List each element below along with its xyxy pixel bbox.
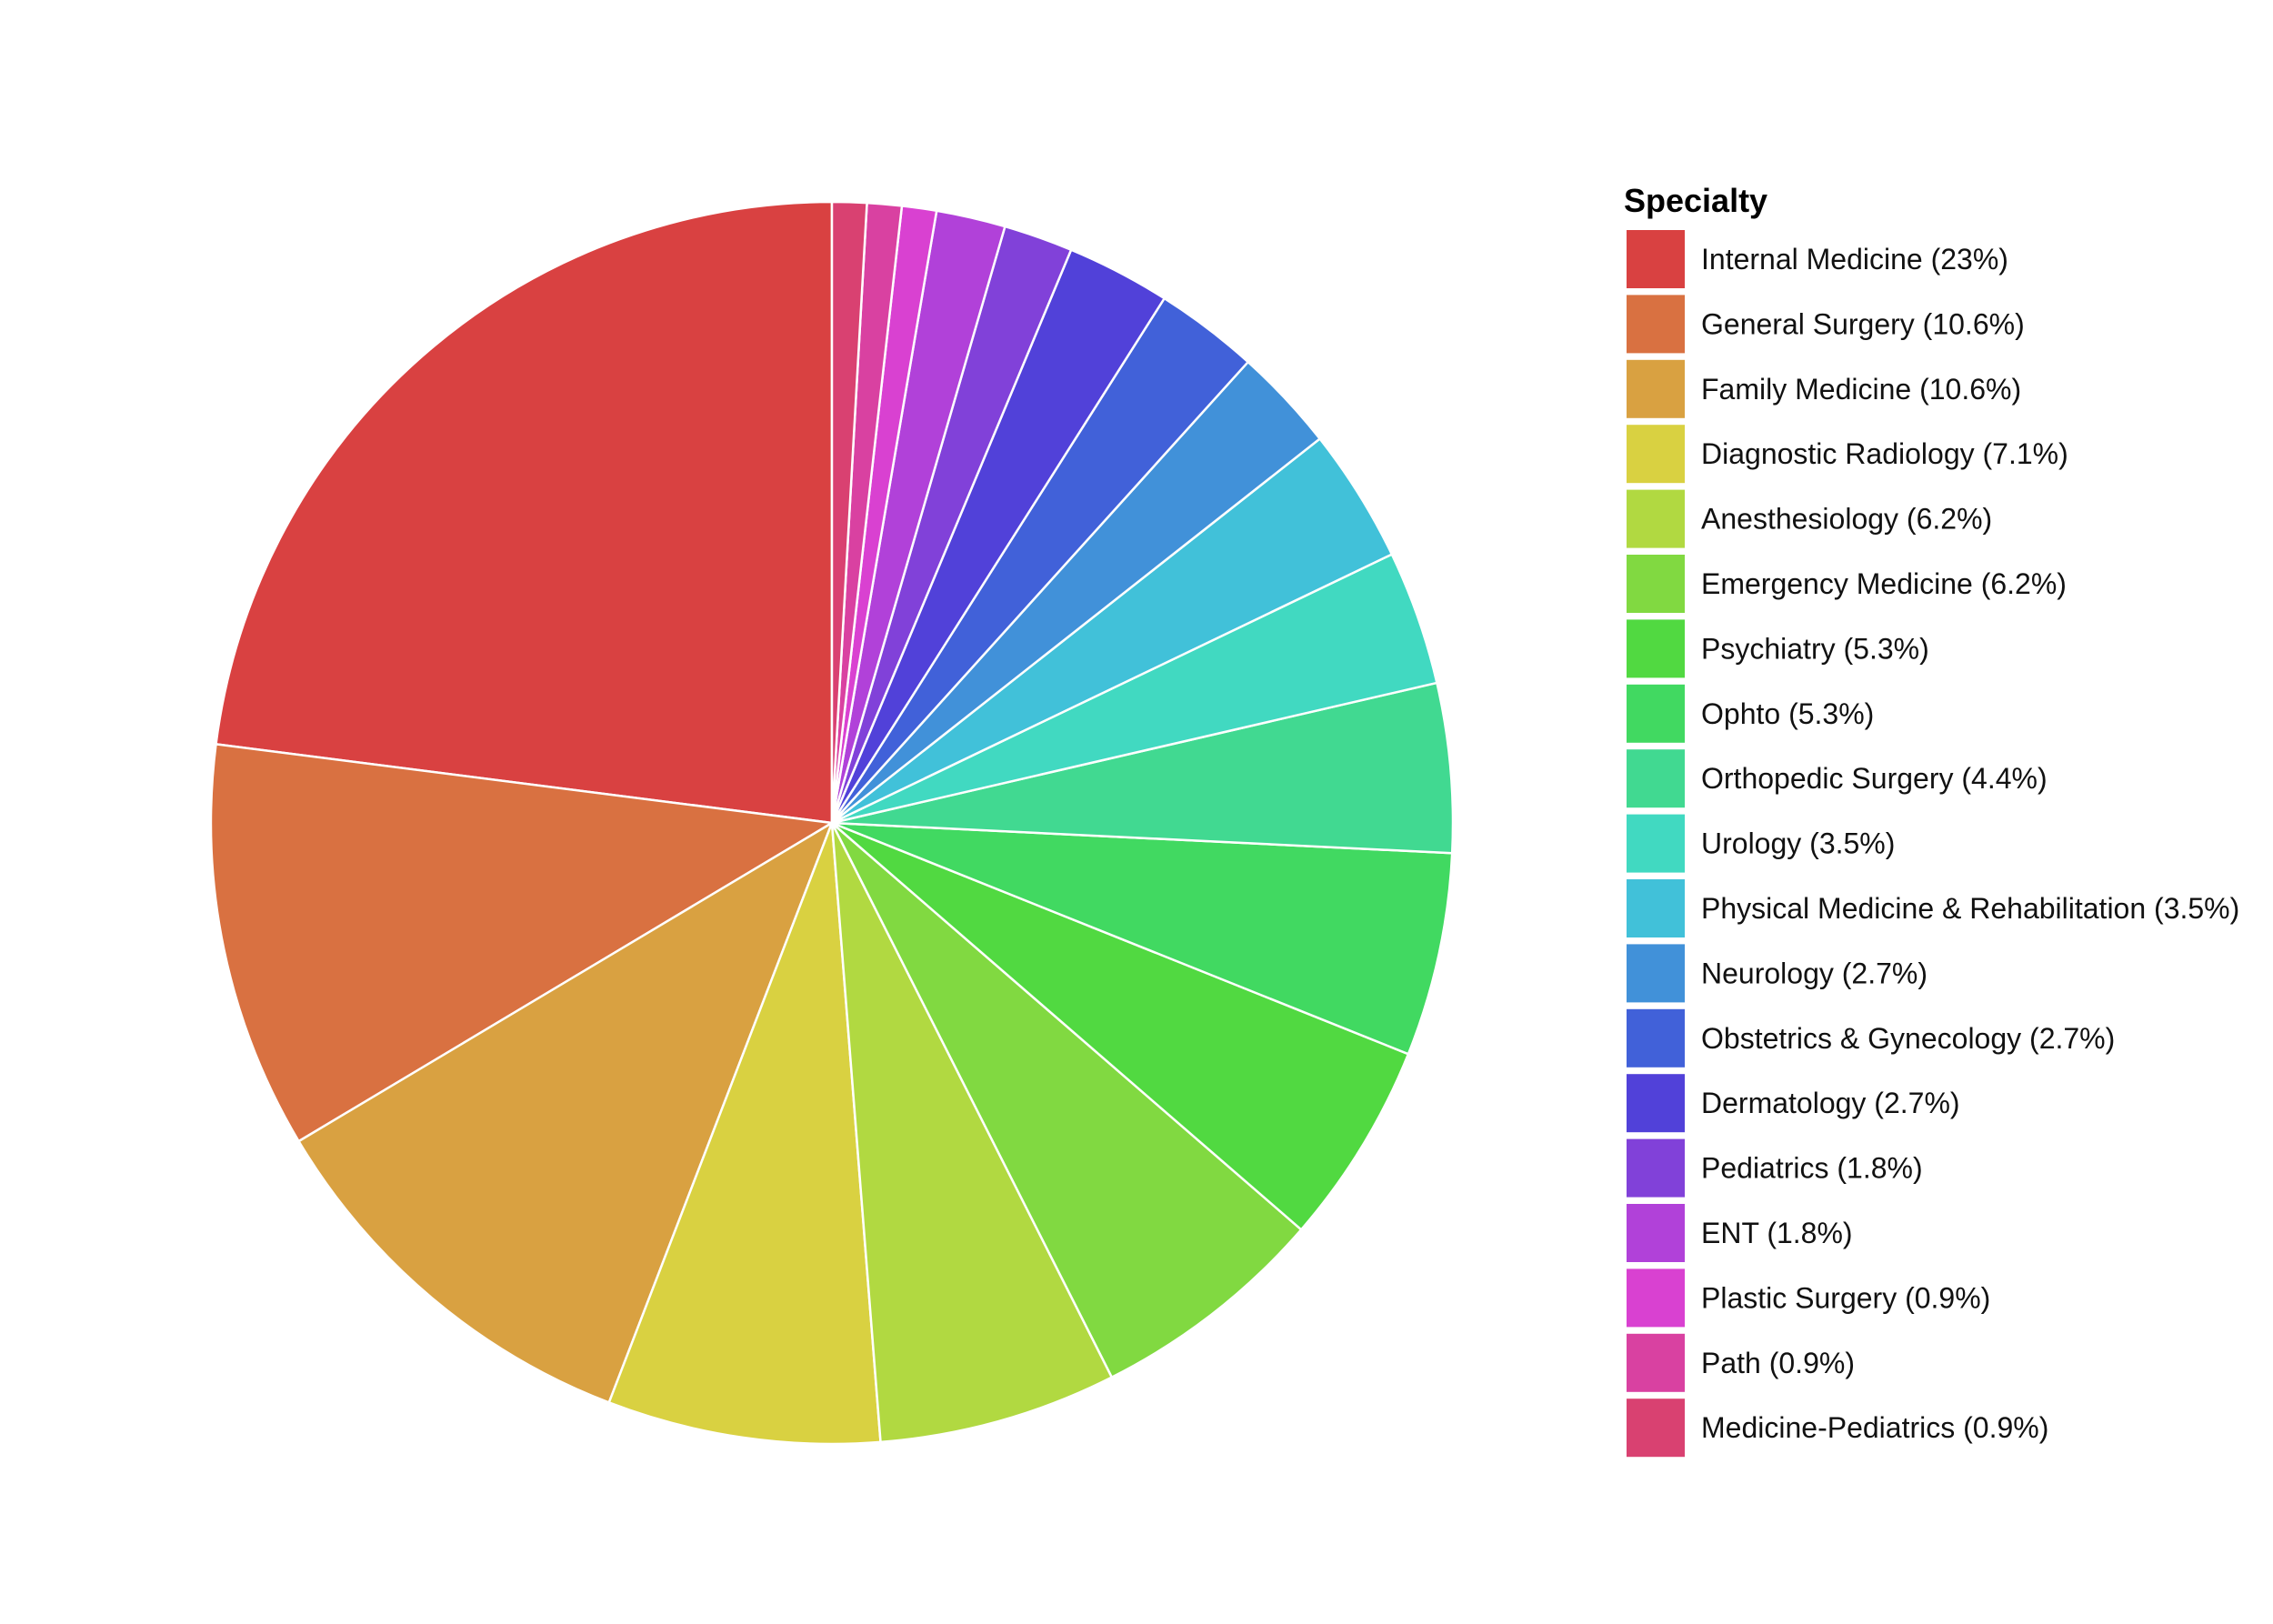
legend-swatch-2	[1625, 293, 1687, 356]
legend-label-2: General Surgery (10.6%)	[1701, 307, 2025, 340]
legend-label-6: Emergency Medicine (6.2%)	[1701, 567, 2067, 600]
legend-swatch-7	[1625, 617, 1687, 680]
legend-swatch-12	[1625, 942, 1687, 1005]
legend-swatch-9	[1625, 747, 1687, 810]
legend-swatch-14	[1625, 1072, 1687, 1135]
legend-label-14: Dermatology (2.7%)	[1701, 1087, 1960, 1119]
legend-swatch-6	[1625, 553, 1687, 615]
legend-label-3: Family Medicine (10.6%)	[1701, 373, 2021, 406]
pie-slice-3	[297, 821, 834, 1404]
legend-label-1: Internal Medicine (23%)	[1701, 243, 2008, 276]
legend-swatch-15	[1625, 1137, 1687, 1199]
legend-label-12: Neurology (2.7%)	[1701, 957, 1928, 989]
legend-label-17: Plastic Surgery (0.9%)	[1701, 1281, 1990, 1314]
legend-swatch-11	[1625, 877, 1687, 939]
pie-slice-4	[607, 821, 882, 1446]
legend-label-15: Pediatrics (1.8%)	[1701, 1152, 1923, 1185]
legend-swatch-16	[1625, 1202, 1687, 1264]
legend-swatch-18	[1625, 1331, 1687, 1394]
pie-slice-19	[830, 200, 868, 825]
legend-swatch-13	[1625, 1007, 1687, 1069]
legend-label-7: Psychiatry (5.3%)	[1701, 632, 1929, 665]
legend-title: Specialty	[1624, 182, 1767, 219]
pie-slice-8	[830, 821, 1454, 1056]
legend-label-16: ENT (1.8%)	[1701, 1217, 1853, 1249]
pie-slice-5	[830, 821, 1114, 1444]
legend-label-18: Path (0.9%)	[1701, 1347, 1855, 1379]
legend-swatch-5	[1625, 487, 1687, 550]
legend-label-8: Ophto (5.3%)	[1701, 697, 1874, 730]
legend-label-10: Urology (3.5%)	[1701, 827, 1895, 860]
pie-slice-2	[209, 743, 834, 1143]
legend-label-11: Physical Medicine & Rehabilitation (3.5%…	[1701, 892, 2239, 925]
legend-label-5: Anesthesiology (6.2%)	[1701, 503, 1992, 536]
legend-swatch-1	[1625, 228, 1687, 290]
legend-swatch-19	[1625, 1397, 1687, 1459]
legend-label-19: Medicine-Pediatrics (0.9%)	[1701, 1411, 2048, 1444]
legend-label-9: Orthopedic Surgery (4.4%)	[1701, 762, 2048, 795]
legend-swatch-3	[1625, 357, 1687, 420]
legend-label-13: Obstetrics & Gynecology (2.7%)	[1701, 1022, 2115, 1055]
legend-swatch-17	[1625, 1267, 1687, 1329]
legend-swatch-10	[1625, 812, 1687, 875]
pie-slice-9	[830, 681, 1455, 855]
pie-slice-1	[215, 200, 834, 825]
pie-slices	[209, 200, 1455, 1446]
pie-slice-6	[830, 821, 1303, 1378]
legend-swatch-8	[1625, 682, 1687, 745]
pie-slice-7	[830, 821, 1410, 1231]
legend-swatch-4	[1625, 423, 1687, 486]
legend-label-4: Diagnostic Radiology (7.1%)	[1701, 437, 2068, 470]
legend: Specialty Internal Medicine (23%) General…	[1624, 182, 2239, 1459]
